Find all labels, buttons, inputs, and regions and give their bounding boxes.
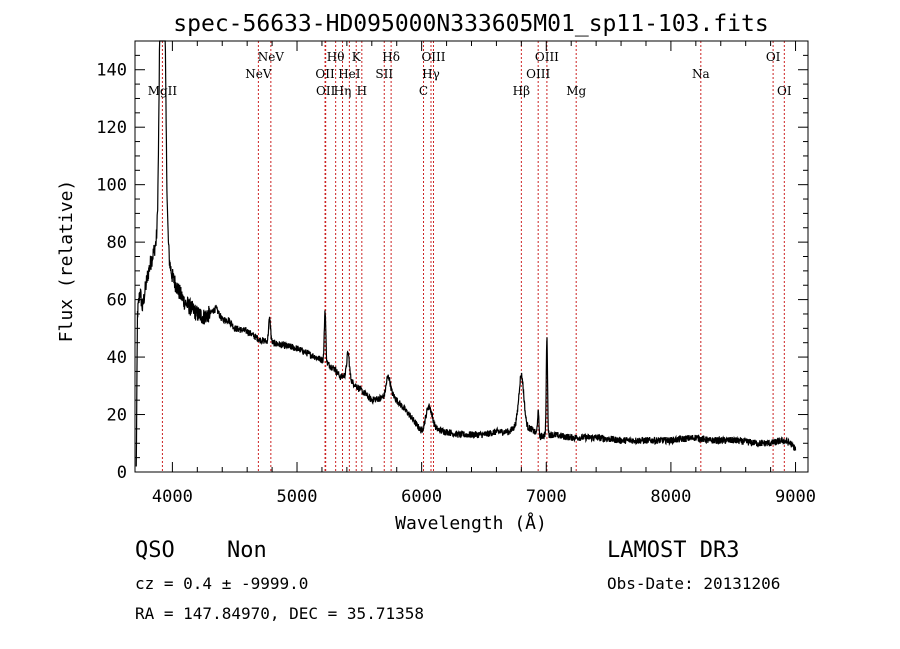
annotation-label: OIII [421, 50, 445, 64]
annotation-label: NeV [258, 50, 285, 64]
annotation-label: Hβ [513, 84, 530, 98]
annotation-labels: MgII NeV NeV OII OII Hθ Hη HeI K H SII Hδ C Hγ OIII Hβ O… [148, 50, 792, 98]
annotation-label: OIII [535, 50, 559, 64]
annotation-label: SII [375, 67, 393, 81]
redshift-text: cz = 0.4 ± -9999.0 [135, 574, 309, 593]
y-tick-label: 120 [96, 118, 127, 138]
annotation-label: OIII [526, 67, 550, 81]
plot-frame [134, 40, 809, 473]
y-tick-label: 100 [96, 176, 127, 196]
spectrum-line [135, 40, 797, 467]
annotation-label: C [419, 84, 428, 98]
y-axis-label: Flux (relative) [56, 180, 77, 343]
x-tick-label: 6000 [401, 487, 442, 507]
chart-title: spec-56633-HD095000N333605M01_sp11-103.f… [173, 11, 768, 37]
y-tick-label: 40 [107, 348, 127, 368]
annotation-label: Hθ [327, 50, 345, 64]
annotation-lines [161, 41, 785, 472]
annotation-label: OII [315, 67, 335, 81]
annotation-label: Na [692, 67, 710, 81]
annotation-label: OI [766, 50, 781, 64]
y-tick-label: 60 [107, 291, 127, 311]
y-axis: 0 20 40 60 80 100 120 140 [96, 54, 808, 483]
x-tick-label: 9000 [775, 487, 816, 507]
y-tick-label: 0 [117, 463, 127, 483]
x-axis: 4000 5000 6000 7000 8000 9000 [152, 41, 816, 507]
survey-label: LAMOST DR3 [607, 538, 740, 563]
x-axis-label: Wavelength (Å) [395, 512, 547, 534]
spectrum-series [135, 40, 797, 467]
annotation-label: MgII [148, 84, 178, 98]
annotation-label: Hδ [382, 50, 400, 64]
y-tick-label: 80 [107, 233, 127, 253]
annotation-label: OI [777, 84, 792, 98]
obs-date-text: Obs-Date: 20131206 [607, 574, 781, 593]
x-tick-label: 8000 [650, 487, 691, 507]
annotation-label: NeV [245, 67, 272, 81]
annotation-label: HeI [338, 67, 361, 81]
y-tick-label: 140 [96, 61, 127, 81]
coordinates-text: RA = 147.84970, DEC = 35.71358 [135, 604, 424, 623]
annotation-label: H [357, 84, 367, 98]
x-tick-label: 5000 [277, 487, 318, 507]
x-tick-label: 4000 [152, 487, 193, 507]
annotation-label: OII [316, 84, 336, 98]
object-class: QSO [135, 538, 175, 563]
annotation-label: Hη [334, 84, 352, 98]
annotation-label: Mg [566, 84, 586, 98]
annotation-label: Hγ [422, 67, 440, 81]
y-tick-label: 20 [107, 406, 127, 426]
object-subclass: Non [227, 538, 267, 563]
x-tick-label: 7000 [526, 487, 567, 507]
annotation-label: K [352, 50, 362, 64]
